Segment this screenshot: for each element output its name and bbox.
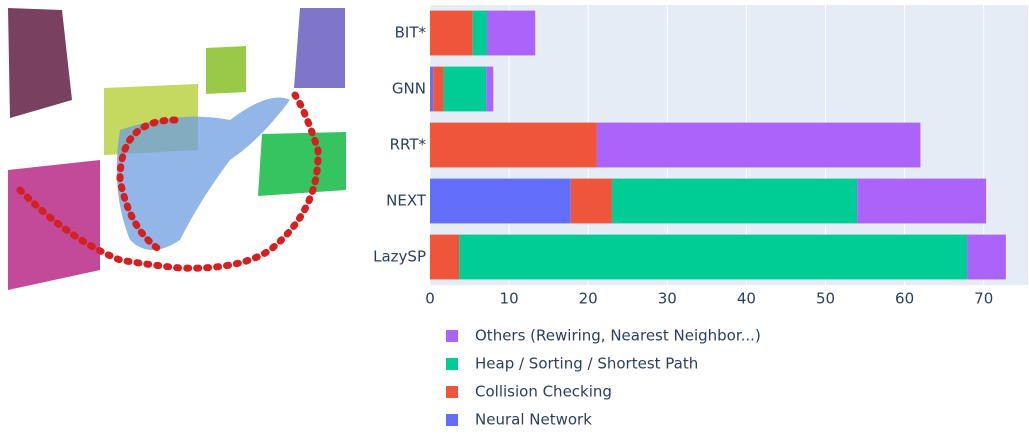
y-tick-label: GNN — [392, 80, 426, 98]
bar-segment — [571, 179, 612, 224]
bar-segment — [487, 11, 535, 56]
bar-segment — [430, 179, 571, 224]
x-tick-label: 10 — [500, 290, 519, 308]
bar-segment — [459, 235, 967, 280]
bar-segment — [433, 67, 443, 112]
bar-segment — [430, 11, 473, 56]
x-tick-label: 0 — [425, 290, 435, 308]
obstacle — [294, 8, 345, 88]
bar-segment — [486, 67, 493, 112]
obstacle — [8, 8, 72, 118]
legend-marker — [446, 330, 458, 342]
bar-segment — [473, 11, 487, 56]
bar-segment — [430, 123, 597, 168]
x-tick-label: 20 — [579, 290, 598, 308]
robot-scene — [8, 8, 346, 290]
y-tick-label: LazySP — [373, 248, 426, 266]
y-tick-label: RRT* — [390, 136, 427, 154]
legend-label: Collision Checking — [475, 383, 612, 401]
bar-segment — [430, 67, 433, 112]
obstacle — [8, 160, 100, 290]
bar-segment — [612, 179, 857, 224]
x-tick-label: 30 — [658, 290, 677, 308]
bar-segment — [857, 179, 986, 224]
legend-label: Heap / Sorting / Shortest Path — [475, 355, 698, 373]
x-tick-label: 70 — [974, 290, 993, 308]
legend-marker — [446, 386, 458, 398]
bar-segment — [967, 235, 1006, 280]
bar-segment — [430, 235, 459, 280]
legend-marker — [446, 358, 458, 370]
obstacle — [258, 132, 346, 196]
y-tick-label: BIT* — [395, 24, 427, 42]
y-tick-label: NEXT — [386, 192, 427, 210]
x-tick-label: 60 — [895, 290, 914, 308]
bar-segment — [597, 123, 921, 168]
x-tick-label: 50 — [816, 290, 835, 308]
legend-marker — [446, 414, 458, 426]
legend-label: Neural Network — [475, 411, 592, 429]
legend-label: Others (Rewiring, Nearest Neighbor...) — [475, 327, 761, 345]
obstacle — [206, 46, 246, 94]
bar-segment — [443, 67, 486, 112]
x-tick-label: 40 — [737, 290, 756, 308]
figure: 0 10 20 30 40 50 60 70 BIT* GNN RRT* NEXT LazySP Othe… — [0, 0, 1029, 433]
